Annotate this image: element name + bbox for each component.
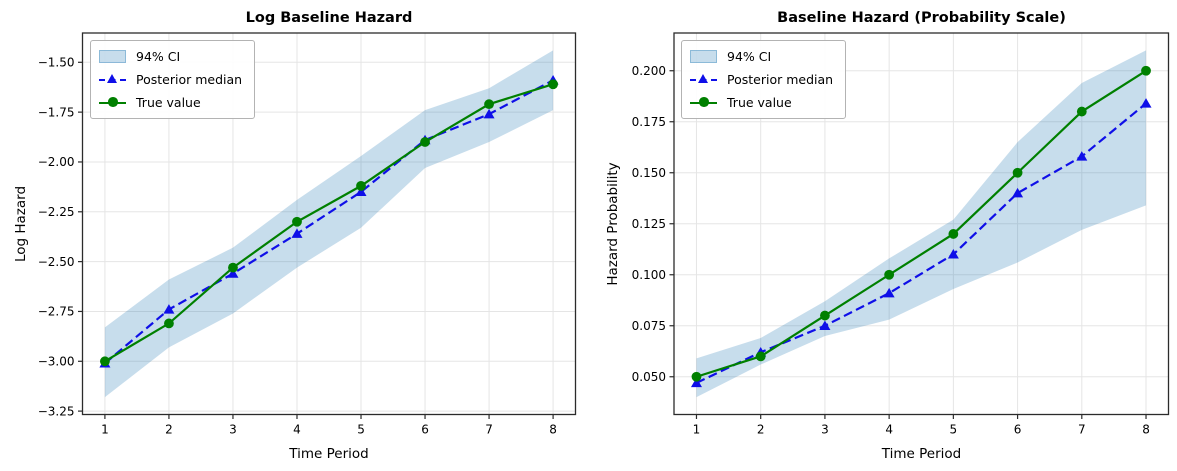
posterior-median-marker-icon: [690, 73, 717, 83]
svg-text:2: 2: [165, 423, 173, 437]
axes-spines: [81, 32, 577, 416]
legend-label-posterior-median: Posterior median: [727, 72, 834, 87]
svg-text:−2.75: −2.75: [38, 305, 75, 319]
svg-text:0.075: 0.075: [632, 319, 666, 333]
legend-label-ci: 94% CI: [727, 49, 772, 64]
svg-text:−1.50: −1.50: [38, 56, 75, 70]
true-value-marker-icon: [690, 97, 717, 107]
right-y-axis-label: Hazard Probability: [605, 162, 621, 286]
left-legend: 94% CI Posterior median True value: [90, 40, 256, 119]
right-chart-title: Baseline Hazard (Probability Scale): [777, 10, 1066, 26]
legend-item-ci: 94% CI: [99, 47, 242, 66]
legend-item-posterior-median: Posterior median: [690, 70, 833, 89]
svg-text:1: 1: [101, 423, 109, 437]
legend-item-posterior-median: Posterior median: [99, 70, 242, 89]
svg-text:4: 4: [293, 423, 301, 437]
chart-1: 1 2 3 4 5 6 7 8 0.200 0.175 0.150 0.125 0.100 0.075 0.…: [632, 32, 1170, 437]
svg-text:0.200: 0.200: [632, 64, 666, 78]
left-chart-title: Log Baseline Hazard: [245, 10, 413, 26]
svg-text:0.100: 0.100: [632, 268, 666, 282]
svg-text:−2.00: −2.00: [38, 155, 75, 169]
svg-text:8: 8: [549, 423, 557, 437]
legend-item-true-value: True value: [99, 93, 242, 112]
svg-text:−2.25: −2.25: [38, 205, 75, 219]
ci-band-swatch-icon: [99, 50, 126, 63]
svg-text:6: 6: [1014, 423, 1022, 437]
legend-item-true-value: True value: [690, 93, 833, 112]
legend-label-true-value: True value: [136, 95, 201, 110]
gridlines: [674, 33, 1169, 415]
chart-0: 1 2 3 4 5 6 7 8 −1.50 −1.75 −2.00 −2.25 −2.50 −2.75 −3…: [38, 32, 577, 437]
svg-text:−3.00: −3.00: [38, 354, 75, 368]
svg-text:0.125: 0.125: [632, 217, 666, 231]
legend-label-true-value: True value: [727, 95, 792, 110]
svg-text:5: 5: [357, 423, 365, 437]
svg-text:0.175: 0.175: [632, 115, 666, 129]
legend-label-ci: 94% CI: [136, 49, 181, 64]
posterior-median-line: [104, 79, 554, 365]
true-value-line: [104, 83, 554, 363]
svg-text:0.150: 0.150: [632, 166, 666, 180]
svg-text:2: 2: [757, 423, 765, 437]
ci-band: [696, 50, 1147, 398]
svg-text:4: 4: [885, 423, 893, 437]
true-value-markers: [691, 65, 1151, 382]
ci-band: [104, 50, 554, 398]
legend-label-posterior-median: Posterior median: [136, 72, 243, 87]
svg-text:1: 1: [693, 423, 701, 437]
gridlines: [82, 33, 576, 415]
true-value-marker-icon: [99, 97, 126, 107]
svg-text:−2.50: −2.50: [38, 255, 75, 269]
legend-item-ci: 94% CI: [690, 47, 833, 66]
svg-text:3: 3: [229, 423, 237, 437]
axis-ticks: 1 2 3 4 5 6 7 8 −1.50 −1.75 −2.00 −2.25 −2.50 −2.75 −3…: [38, 56, 557, 437]
axis-ticks: 1 2 3 4 5 6 7 8 0.200 0.175 0.150 0.125 0.100 0.075 0.…: [632, 64, 1150, 437]
svg-text:−3.25: −3.25: [38, 404, 75, 418]
right-legend: 94% CI Posterior median True value: [681, 40, 847, 119]
true-value-line: [696, 69, 1147, 378]
svg-text:6: 6: [421, 423, 429, 437]
left-x-axis-label: Time Period: [289, 446, 369, 462]
svg-text:5: 5: [950, 423, 958, 437]
right-x-axis-label: Time Period: [881, 446, 962, 462]
svg-text:7: 7: [1078, 423, 1086, 437]
posterior-median-line: [696, 102, 1147, 384]
svg-text:3: 3: [821, 423, 829, 437]
true-value-markers: [100, 79, 558, 367]
svg-text:0.050: 0.050: [632, 370, 666, 384]
svg-text:−1.75: −1.75: [38, 105, 75, 119]
posterior-median-marker-icon: [99, 73, 126, 83]
left-y-axis-label: Log Hazard: [13, 185, 29, 263]
svg-text:8: 8: [1142, 423, 1150, 437]
svg-text:7: 7: [485, 423, 493, 437]
ci-band-swatch-icon: [690, 50, 717, 63]
